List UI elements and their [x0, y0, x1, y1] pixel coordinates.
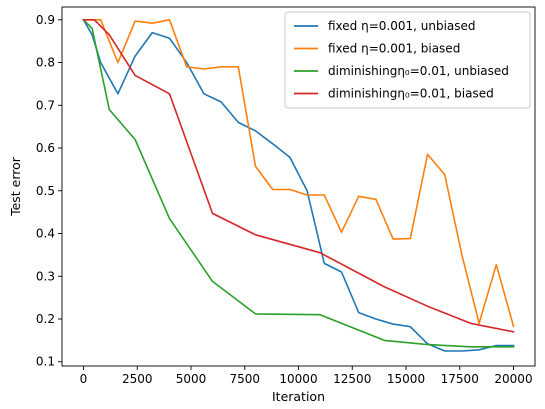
x-tick-label: 2500 — [122, 372, 153, 386]
y-tick-label: 0.8 — [36, 56, 55, 70]
series-line-4 — [82, 18, 515, 333]
x-tick-label: 0 — [80, 372, 88, 386]
x-tick-label: 12500 — [333, 372, 371, 386]
legend-box — [284, 11, 531, 109]
series-line-3 — [82, 18, 515, 348]
x-axis-title: Iteration — [272, 389, 325, 404]
x-tick-label: 10000 — [279, 372, 317, 386]
y-tick-label: 0.5 — [36, 184, 55, 198]
x-tick-label: 15000 — [387, 372, 425, 386]
x-tick-label: 5000 — [176, 372, 207, 386]
y-tick-label: 0.6 — [36, 141, 55, 155]
legend-label: fixed η=0.001, unbiased — [328, 19, 476, 33]
y-tick-label: 0.7 — [36, 98, 55, 112]
series-line-2 — [82, 18, 515, 328]
y-tick-label: 0.9 — [36, 13, 55, 27]
y-tick-label: 0.4 — [36, 227, 55, 241]
y-tick-label: 0.2 — [36, 312, 55, 326]
x-tick-label: 20000 — [494, 372, 532, 386]
series-line-1 — [82, 18, 515, 352]
axes: 0 2500 5000 7500 10000 12500 15000 17500 20000 0.… — [36, 6, 536, 386]
y-tick-label: 0.1 — [36, 355, 55, 369]
legend-label: fixed η=0.001, biased — [328, 42, 460, 56]
y-axis-title: Test error — [8, 156, 23, 217]
legend-label: diminishingη₀=0.01, unbiased — [328, 64, 509, 78]
x-tick-label: 7500 — [229, 372, 260, 386]
legend-label: diminishingη₀=0.01, biased — [328, 87, 494, 101]
x-tick-label: 17500 — [441, 372, 479, 386]
legend: fixed η=0.001, unbiased fixed η=0.001, bi… — [284, 11, 531, 109]
plot-area — [82, 18, 515, 352]
y-tick-label: 0.3 — [36, 269, 55, 283]
